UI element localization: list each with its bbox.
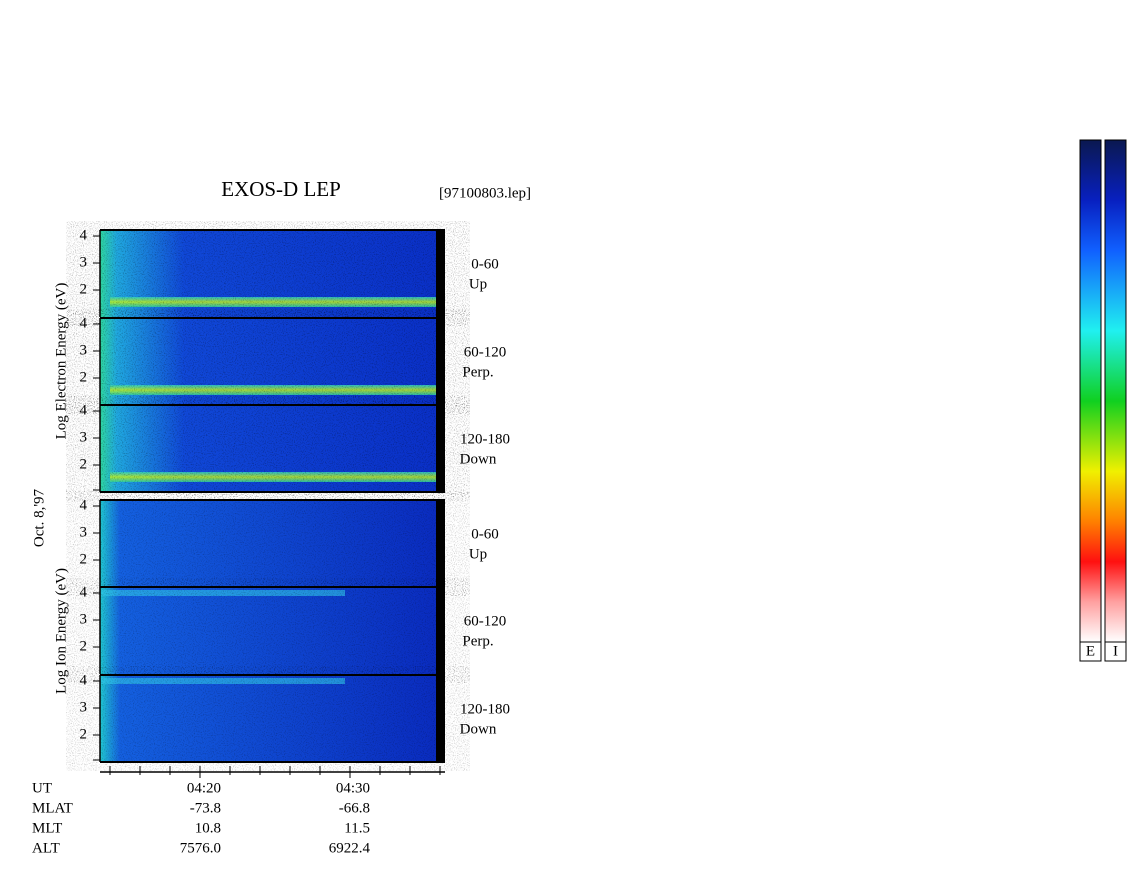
angle-label: 120-180 [460, 701, 510, 717]
y-tick-label: 4 [80, 497, 88, 513]
direction-label: Down [460, 721, 497, 737]
y-tick-label: 2 [80, 551, 88, 567]
y-tick-label: 4 [80, 672, 88, 688]
file-name: [97100803.lep] [439, 185, 531, 201]
y-tick-label: 2 [80, 456, 88, 472]
y-tick-label: 4 [80, 227, 88, 243]
noise [100, 500, 436, 587]
row-label: MLAT [32, 800, 73, 816]
row-value: 10.8 [195, 820, 221, 836]
colorbar-label: E [1086, 643, 1095, 659]
y-axis-label: Log Electron Energy (eV) [53, 283, 69, 440]
row-label: ALT [32, 840, 60, 856]
y-tick-label: 2 [80, 726, 88, 742]
y-tick-label: 4 [80, 315, 88, 331]
y-tick-label: 2 [80, 369, 88, 385]
noise [100, 318, 436, 405]
direction-label: Up [469, 276, 487, 292]
noise [100, 587, 436, 674]
direction-label: Up [469, 546, 487, 562]
colorbar [1104, 139, 1127, 643]
y-tick-label: 3 [80, 254, 88, 270]
y-axis-label: Log Ion Energy (eV) [53, 568, 69, 694]
data-gap [436, 405, 445, 492]
date: Oct. 8,'97 [31, 488, 47, 547]
y-tick-label: 4 [80, 402, 88, 418]
data-gap [436, 500, 445, 587]
angle-label: 60-120 [464, 613, 507, 629]
angle-label: 60-120 [464, 344, 507, 360]
row-value: 04:20 [187, 780, 221, 796]
row-value: 7576.0 [180, 840, 221, 856]
y-tick-label: 4 [80, 584, 88, 600]
data-gap [436, 230, 445, 317]
row-label: MLT [32, 820, 62, 836]
row-value: 11.5 [344, 820, 370, 836]
data-gap [436, 587, 445, 674]
colorbar-label-box [1104, 641, 1127, 662]
noise [100, 675, 436, 762]
direction-label: Perp. [462, 364, 493, 380]
row-label: UT [32, 780, 52, 796]
angle-label: 0-60 [471, 526, 499, 542]
y-tick-label: 2 [80, 281, 88, 297]
angle-label: 0-60 [471, 256, 499, 272]
noise [100, 405, 436, 492]
colorbar-label-box [1079, 641, 1102, 662]
y-tick-label: 3 [80, 342, 88, 358]
colorbar-label: I [1113, 643, 1118, 659]
title: EXOS-D LEP [221, 177, 341, 201]
row-value: -73.8 [190, 800, 221, 816]
y-tick-label: 3 [80, 699, 88, 715]
y-tick-label: 2 [80, 638, 88, 654]
row-value: 04:30 [336, 780, 370, 796]
data-gap [436, 675, 445, 762]
direction-label: Down [460, 451, 497, 467]
data-gap [436, 318, 445, 405]
noise [100, 230, 436, 317]
row-value: 6922.4 [329, 840, 371, 856]
colorbar [1079, 139, 1102, 643]
row-value: -66.8 [339, 800, 370, 816]
y-tick-label: 3 [80, 524, 88, 540]
y-tick-label: 3 [80, 429, 88, 445]
direction-label: Perp. [462, 633, 493, 649]
angle-label: 120-180 [460, 431, 510, 447]
y-tick-label: 3 [80, 611, 88, 627]
